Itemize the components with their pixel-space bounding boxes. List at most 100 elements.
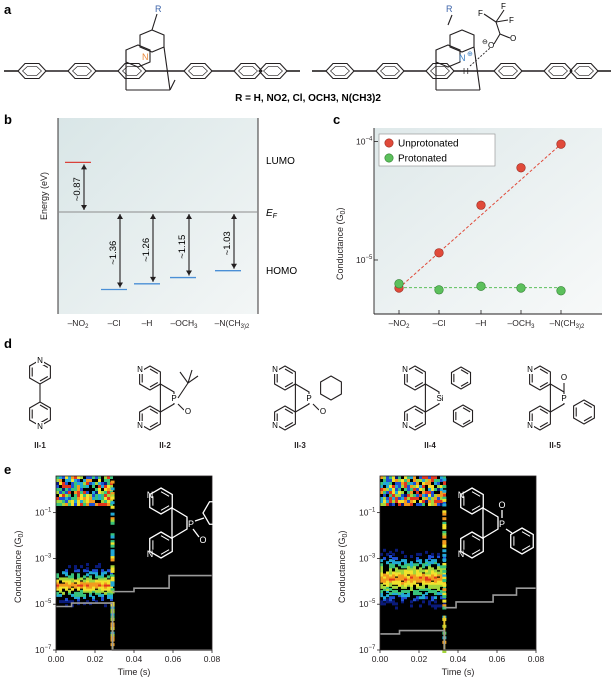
ii5-five-ring xyxy=(549,383,565,413)
right-y-tick-1: 10−3 xyxy=(359,553,376,563)
ii5-n-top: N xyxy=(527,365,533,374)
gap-value-0: ~0.87 xyxy=(72,177,83,201)
unprotonated-trend xyxy=(398,143,562,289)
panel-a-left-molecule xyxy=(4,62,300,80)
conductance-y-label: Conductance (G0) xyxy=(335,208,347,280)
ii5-phenyl xyxy=(573,399,595,425)
ii2-phosphorus: P xyxy=(171,394,176,403)
conductance-y-ticks: 10−5 10−4 xyxy=(356,137,378,265)
carboxylate-o: O xyxy=(488,41,494,50)
ii1-n-top: N xyxy=(37,356,43,365)
lumo-label: LUMO xyxy=(266,156,295,167)
ii3-n-bottom: N xyxy=(272,421,278,430)
conductance-x-tick-0: –NO2 xyxy=(389,318,410,330)
unprotonated-point-2 xyxy=(476,200,486,210)
ii2-five-ring xyxy=(159,383,175,413)
panel-c-label: c xyxy=(333,112,340,127)
conductance-x-ticks: –NO2 –Cl –H –OCH3 –N(CH3)2 xyxy=(389,310,585,330)
right-x-tick-4: 0.08 xyxy=(528,654,545,664)
conductance-x-tick-3: –OCH3 xyxy=(508,318,536,330)
left-x-tick-3: 0.06 xyxy=(165,654,182,664)
right-y-tick-0: 10−1 xyxy=(359,508,376,518)
legend-unprotonated-marker xyxy=(384,138,394,148)
r-group-right: R xyxy=(446,4,453,14)
positive-charge: ⊕ xyxy=(467,51,473,58)
conductance-time-heatmaps: 10−110−310−510−70.00 0.02 0.04 0.06 0.08Time… xyxy=(13,475,545,677)
ii4-five-ring xyxy=(424,383,440,413)
left-x-tick-4: 0.08 xyxy=(204,654,221,664)
left-y-tick-1: 10−3 xyxy=(35,553,52,563)
ii2-n-bottom: N xyxy=(137,421,143,430)
r-group-caption: R = H, NO2, Cl, OCH3, N(CH3)2 xyxy=(235,93,381,104)
fluorine-1: F xyxy=(478,9,483,18)
right-x-tick-3: 0.06 xyxy=(489,654,506,664)
conductance-y-tick-0: 10−5 xyxy=(356,255,373,265)
right-overlay-n-top: N xyxy=(458,490,465,500)
ii4-phenyl-top xyxy=(450,366,472,390)
proton-h: H xyxy=(463,67,469,76)
left-x-tick-0: 0.00 xyxy=(48,654,65,664)
ii1-n-bottom: N xyxy=(37,422,43,431)
protonated-point-3 xyxy=(516,283,526,293)
conductance-x-tick-1: –Cl xyxy=(433,318,446,328)
pyridine-n-left: N xyxy=(142,52,149,62)
compound-label-ii-4: II-4 xyxy=(424,441,436,450)
compound-label-ii-2: II-2 xyxy=(159,441,171,450)
conductance-x-tick-2: –H xyxy=(476,318,487,328)
left-y-tick-3: 10−7 xyxy=(35,645,52,655)
unprotonated-point-1 xyxy=(434,248,444,258)
gap-value-1: ~1.36 xyxy=(108,241,119,265)
energy-x-tick-4: –N(CH3)2 xyxy=(215,318,250,330)
right-y-tick-2: 10−5 xyxy=(359,599,376,609)
left-overlay-n-top: N xyxy=(147,490,154,500)
right-structure-overlay: N N PO xyxy=(458,487,534,559)
panel-a-label: a xyxy=(4,2,12,17)
right-overlay-phosphorus: P xyxy=(499,519,505,529)
ii5-n-bottom: N xyxy=(527,421,533,430)
gap-value-2: ~1.26 xyxy=(141,238,152,262)
conductance-legend: Unprotonated Protonated xyxy=(378,133,496,167)
left-y-tick-0: 10−1 xyxy=(35,508,52,518)
ii4-silicon: Si xyxy=(436,394,443,403)
homo-label: HOMO xyxy=(266,266,297,277)
protonated-point-2 xyxy=(476,281,486,291)
unprotonated-point-4 xyxy=(556,139,566,149)
left-overlay-phosphorus: P xyxy=(188,519,194,529)
pyridine-n-right: N xyxy=(459,53,466,63)
legend-protonated-marker xyxy=(384,153,394,163)
right-overlay-oxygen: O xyxy=(498,500,505,510)
right-x-tick-1: 0.02 xyxy=(411,654,428,664)
right-y-tick-3: 10−7 xyxy=(359,645,376,655)
right-trace-upper xyxy=(444,587,536,609)
ii5-phosphorus: P xyxy=(561,394,566,403)
energy-levels: ~0.87 ~1.36 ~1.26 ~1.15 ~1.03 xyxy=(65,161,241,291)
ii3-n-top: N xyxy=(272,365,278,374)
conductance-series xyxy=(394,139,566,296)
left-structure-overlay: N N PO xyxy=(147,487,230,559)
left-x-tick-2: 0.04 xyxy=(126,654,143,664)
protonated-point-4 xyxy=(556,286,566,296)
fluorine-2: F xyxy=(501,2,506,11)
carbonyl-o: O xyxy=(510,34,516,43)
left-y-label: Conductance (G0) xyxy=(13,531,25,603)
panel-d-label: d xyxy=(4,336,12,351)
panel-e-label: e xyxy=(4,462,11,477)
right-x-tick-0: 0.00 xyxy=(372,654,389,664)
energy-x-tick-2: –H xyxy=(142,318,153,328)
right-y-label: Conductance (G0) xyxy=(337,531,349,603)
conductance-y-tick-1: 10−4 xyxy=(356,137,373,147)
pyridinophane-left: R N xyxy=(125,4,176,91)
hydrogen-bond xyxy=(469,47,491,67)
pyridinophane-right: R N ⊕ H O ⊖ O F F F xyxy=(435,2,516,91)
left-overlay-oxygen: O xyxy=(199,535,206,545)
ii3-phosphorus: P xyxy=(306,394,311,403)
panel-a-right-molecule xyxy=(312,62,611,80)
r-group-left: R xyxy=(155,4,162,14)
right-x-label: Time (s) xyxy=(442,667,475,677)
ii3-oxygen: O xyxy=(320,407,326,416)
unprotonated-point-3 xyxy=(516,163,526,173)
ii4-phenyl-bottom xyxy=(452,404,474,428)
carboxylate-charge: ⊖ xyxy=(482,39,488,46)
